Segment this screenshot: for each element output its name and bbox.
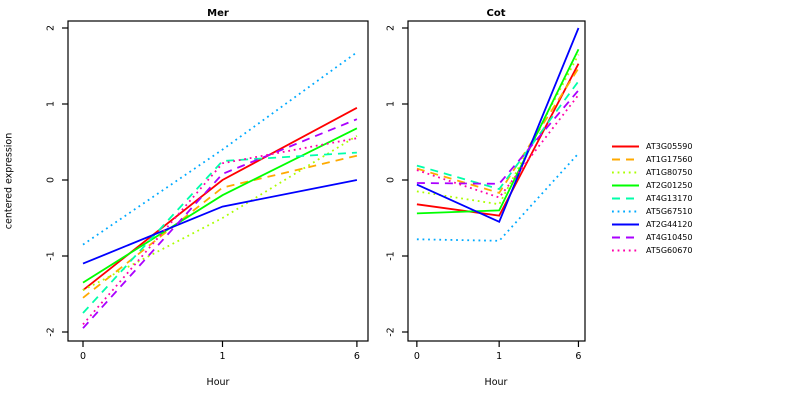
series-line-AT2G44120 bbox=[416, 27, 580, 224]
x-tick-label: 0 bbox=[414, 351, 420, 362]
legend-line-sample bbox=[612, 145, 639, 148]
legend-item: AT1G80750 bbox=[612, 166, 692, 179]
y-tick-label: -2 bbox=[45, 327, 56, 336]
series-line-AT4G10450 bbox=[416, 89, 580, 185]
legend-label: AT5G60670 bbox=[646, 246, 693, 255]
y-tick-label: -2 bbox=[385, 327, 396, 336]
legend-label: AT1G17560 bbox=[646, 155, 693, 164]
legend-item: AT2G01250 bbox=[612, 179, 692, 192]
y-tick-label: 0 bbox=[385, 177, 396, 183]
legend-line-sample bbox=[612, 210, 639, 213]
series-line-AT2G01250 bbox=[82, 127, 358, 284]
legend-item: AT2G44120 bbox=[612, 218, 692, 231]
series-line-AT1G17560 bbox=[416, 67, 580, 194]
series-line-AT2G01250 bbox=[416, 48, 580, 215]
series-line-AT1G80750 bbox=[82, 135, 358, 291]
x-tick-label: 0 bbox=[80, 351, 86, 362]
x-tick-label: 6 bbox=[354, 351, 360, 362]
legend-item: AT3G05590 bbox=[612, 140, 692, 153]
legend-line-sample bbox=[612, 197, 639, 200]
panel-title-mer: Mer bbox=[207, 8, 229, 19]
legend-label: AT3G05590 bbox=[646, 142, 693, 151]
series-line-AT5G60670 bbox=[416, 94, 580, 199]
legend-line-sample bbox=[612, 223, 639, 226]
legend-line-sample bbox=[612, 184, 639, 187]
legend-label: AT4G13170 bbox=[646, 194, 693, 203]
plot-box bbox=[407, 20, 586, 342]
legend-line-sample bbox=[612, 171, 639, 174]
series-line-AT5G67510 bbox=[82, 51, 358, 246]
series-line-AT4G13170 bbox=[416, 80, 580, 191]
legend-item: AT5G60670 bbox=[612, 244, 692, 257]
y-tick-label: -1 bbox=[385, 251, 396, 260]
legend-line-sample bbox=[612, 236, 639, 239]
x-tick-label: 1 bbox=[219, 351, 225, 362]
y-tick-label: -1 bbox=[45, 251, 56, 260]
x-axis-label-cot: Hour bbox=[484, 377, 508, 388]
y-tick-label: 2 bbox=[385, 25, 396, 31]
legend-label: AT5G67510 bbox=[646, 207, 693, 216]
series-line-AT1G17560 bbox=[82, 154, 358, 299]
plot-box bbox=[67, 20, 369, 342]
series-line-AT1G80750 bbox=[416, 54, 580, 206]
y-tick-label: 2 bbox=[45, 25, 56, 31]
legend-item: AT1G17560 bbox=[612, 153, 692, 166]
y-tick-label: 1 bbox=[385, 101, 396, 107]
legend-line-sample bbox=[612, 249, 639, 252]
series-line-AT4G13170 bbox=[82, 151, 357, 314]
y-tick-label: 1 bbox=[45, 101, 56, 107]
x-tick-label: 6 bbox=[575, 351, 581, 362]
legend-label: AT2G01250 bbox=[646, 181, 693, 190]
legend-label: AT2G44120 bbox=[646, 220, 693, 229]
legend-item: AT5G67510 bbox=[612, 205, 692, 218]
y-tick-label: 0 bbox=[45, 177, 56, 183]
series-line-AT2G44120 bbox=[82, 179, 358, 265]
legend-item: AT4G13170 bbox=[612, 192, 692, 205]
legend-item: AT4G10450 bbox=[612, 231, 692, 244]
legend-label: AT1G80750 bbox=[646, 168, 693, 177]
series-line-AT3G05590 bbox=[416, 63, 580, 217]
legend-label: AT4G10450 bbox=[646, 233, 693, 242]
x-tick-label: 1 bbox=[496, 351, 502, 362]
series-line-AT4G10450 bbox=[82, 118, 358, 329]
legend: AT3G05590 AT1G17560 AT1G80750 AT2G01250 AT4G… bbox=[612, 140, 692, 257]
x-axis-label-mer: Hour bbox=[206, 377, 230, 388]
panel-title-cot: Cot bbox=[486, 8, 506, 19]
series-line-AT5G60670 bbox=[82, 137, 358, 325]
legend-line-sample bbox=[612, 158, 639, 161]
